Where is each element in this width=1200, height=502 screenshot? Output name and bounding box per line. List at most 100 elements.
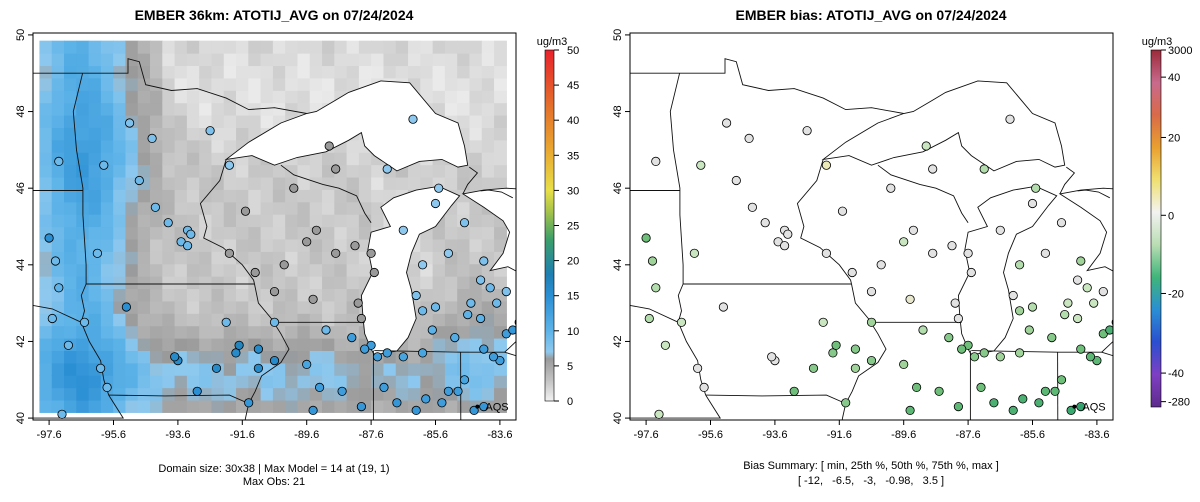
bias-station-marker <box>928 164 938 174</box>
heatmap-cell <box>236 325 249 339</box>
model-x-tick-label: -95.6 <box>101 429 126 441</box>
heatmap-cell <box>150 152 163 166</box>
heatmap-cell <box>88 164 102 178</box>
heatmap-cell <box>457 325 471 339</box>
model-state-border <box>374 350 505 353</box>
heatmap-cell <box>125 251 139 265</box>
heatmap-cell <box>272 238 286 252</box>
heatmap-cell <box>457 115 471 128</box>
heatmap-cell <box>223 375 237 389</box>
heatmap-cell <box>272 65 286 79</box>
heatmap-cell <box>408 40 421 54</box>
heatmap-cell <box>76 288 90 302</box>
heatmap-cell <box>100 127 114 141</box>
heatmap-cell <box>174 152 188 166</box>
heatmap-cell <box>260 65 274 79</box>
heatmap-cell <box>346 214 360 228</box>
heatmap-cell <box>76 139 90 153</box>
heatmap-cell <box>125 338 139 351</box>
heatmap-cell <box>334 201 348 215</box>
colorbar-ticks-model: 0 5 10 15 20 25 30 35 40 45 50 <box>554 45 579 408</box>
heatmap-cell <box>199 164 213 178</box>
bias-station-marker <box>1014 306 1025 316</box>
heatmap-cell <box>260 102 274 116</box>
heatmap-cell <box>297 251 311 265</box>
heatmap-cell <box>186 338 200 351</box>
heatmap-cell <box>285 164 299 178</box>
colorbar-bias-tick-label: 0 <box>1168 210 1174 222</box>
heatmap-cell <box>113 90 127 104</box>
heatmap-cell <box>199 115 213 128</box>
heatmap-cell <box>162 300 176 314</box>
heatmap-cell <box>223 65 237 79</box>
heatmap-cell <box>481 40 495 54</box>
heatmap-cell <box>100 40 114 54</box>
heatmap-cell <box>285 338 299 351</box>
heatmap-cell <box>186 40 200 54</box>
bias-station-marker <box>928 248 938 258</box>
heatmap-cell <box>481 53 495 67</box>
heatmap-cell <box>64 375 77 389</box>
model-station-marker <box>347 332 357 343</box>
heatmap-cell <box>297 176 311 190</box>
heatmap-cell <box>113 350 127 364</box>
model-station-marker <box>350 241 360 251</box>
heatmap-cell <box>39 164 53 178</box>
bias-state-border <box>630 304 679 323</box>
heatmap-cell <box>297 276 311 290</box>
heatmap-cell <box>494 65 507 79</box>
heatmap-cell <box>260 387 274 401</box>
heatmap-cell <box>137 90 151 104</box>
heatmap-cell <box>211 338 225 351</box>
heatmap-cell <box>113 152 127 166</box>
heatmap-cell <box>408 350 421 364</box>
heatmap-cell <box>236 164 249 178</box>
heatmap-cell <box>420 313 434 327</box>
heatmap-cell <box>125 238 139 252</box>
heatmap-cell <box>322 214 335 228</box>
aqs-marker-model <box>475 404 480 409</box>
heatmap-cell <box>100 201 114 215</box>
model-station-marker <box>417 260 428 270</box>
heatmap-cell <box>309 251 323 265</box>
heatmap-cell <box>125 77 139 91</box>
heatmap-cell <box>186 77 200 91</box>
heatmap-cell <box>125 313 139 327</box>
heatmap-cell <box>334 350 348 364</box>
heatmap-cell <box>481 102 495 116</box>
bias-x-tick-label: -91.6 <box>827 429 852 441</box>
heatmap-cell <box>432 288 446 302</box>
heatmap-cell <box>444 276 458 290</box>
heatmap-cell <box>334 375 348 389</box>
heatmap-cell <box>211 189 225 203</box>
colorbar-bias: ug/m3 -280 -40 -20 0 20 40 3000 <box>1142 36 1193 409</box>
heatmap-cell <box>211 139 225 153</box>
model-station-marker <box>356 313 366 324</box>
heatmap-cell <box>469 214 483 228</box>
heatmap-cell <box>100 139 114 153</box>
heatmap-cell <box>371 387 385 401</box>
heatmap-cell <box>309 152 323 166</box>
bias-station-marker <box>1089 298 1099 308</box>
heatmap-cell <box>358 164 372 178</box>
heatmap-cell <box>64 176 77 190</box>
bias-lake-superior <box>821 80 1066 172</box>
caption-model-line1: Domain size: 30x38 | Max Model = 14 at (… <box>158 463 389 475</box>
model-station-marker <box>459 375 470 385</box>
heatmap-cell <box>309 77 323 91</box>
model-station-marker <box>314 382 325 392</box>
model-station-marker <box>79 317 90 327</box>
heatmap-cell <box>346 176 360 190</box>
heatmap-cell <box>457 362 471 376</box>
heatmap-cell <box>481 325 495 339</box>
model-station-marker <box>360 344 370 354</box>
heatmap-cell <box>211 214 225 228</box>
model-station-marker <box>221 317 231 327</box>
heatmap-cell <box>457 201 471 215</box>
heatmap-cell <box>199 387 213 401</box>
heatmap-cell <box>51 375 65 389</box>
heatmap-cell <box>236 214 249 228</box>
heatmap-cell <box>236 313 249 327</box>
heatmap-cell <box>309 53 323 67</box>
heatmap-cell <box>481 263 495 277</box>
